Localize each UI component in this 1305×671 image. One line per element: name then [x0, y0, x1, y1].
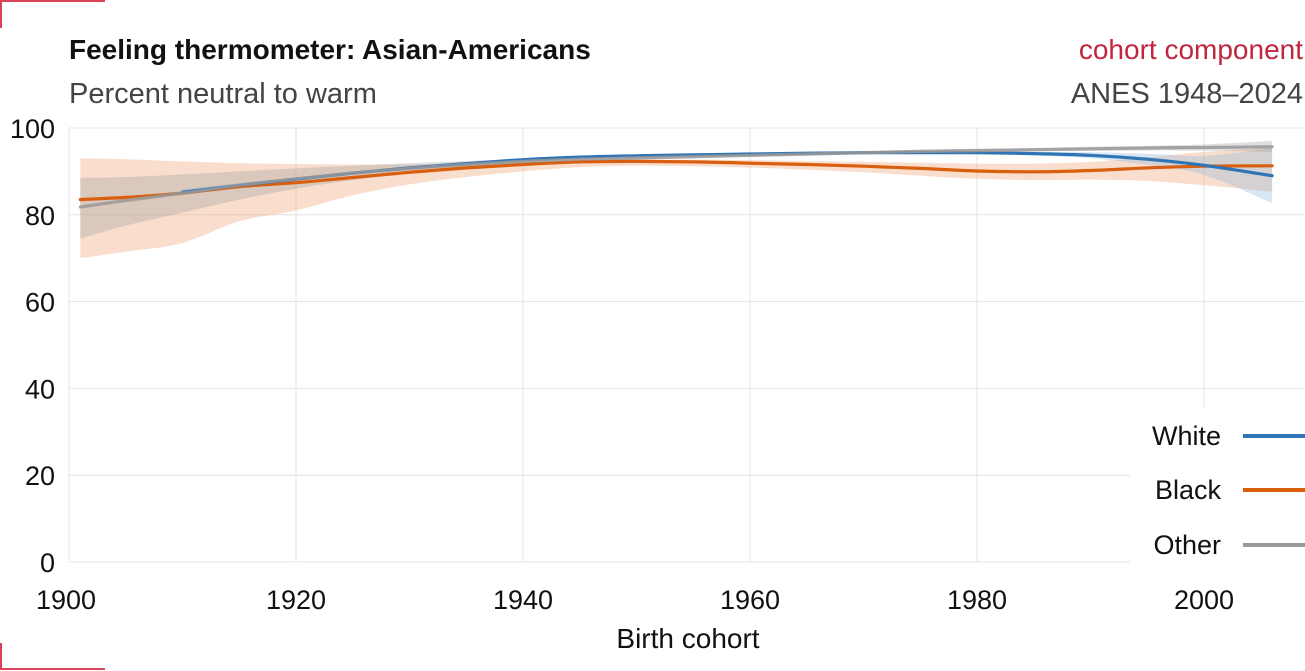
y-tick-100: 100	[10, 114, 55, 144]
y-tick-60: 60	[25, 288, 55, 318]
chart-title: Feeling thermometer: Asian-Americans	[69, 34, 591, 65]
x-tick-1920: 1920	[266, 585, 326, 615]
line-black	[78, 159, 1274, 202]
band-black	[80, 147, 1273, 259]
component-label: cohort component	[1078, 34, 1303, 65]
legend-label-other: Other	[1153, 530, 1221, 560]
legend-label-white: White	[1152, 421, 1221, 451]
x-axis-ticks: 1900 1920 1940 1960 1980 2000	[36, 585, 1234, 615]
x-tick-2000: 2000	[1174, 585, 1234, 615]
frame-mark-top-left	[0, 0, 105, 28]
y-tick-40: 40	[25, 374, 55, 404]
series-lines	[78, 145, 1274, 209]
y-axis-ticks: 0 20 40 60 80 100	[10, 114, 55, 578]
x-tick-1900: 1900	[36, 585, 96, 615]
y-tick-80: 80	[25, 201, 55, 231]
line-other	[78, 145, 1274, 209]
x-axis-label: Birth cohort	[616, 623, 759, 654]
band-other	[80, 141, 1273, 239]
legend-label-black: Black	[1155, 475, 1222, 505]
x-tick-1980: 1980	[947, 585, 1007, 615]
y-tick-20: 20	[25, 461, 55, 491]
grid-lines	[68, 127, 1305, 563]
x-tick-1960: 1960	[720, 585, 780, 615]
y-tick-0: 0	[40, 548, 55, 578]
frame-corner-marks	[0, 0, 105, 670]
legend: White Black Other	[1130, 408, 1305, 568]
x-tick-1940: 1940	[493, 585, 553, 615]
chart-subtitle: Percent neutral to warm	[69, 78, 377, 110]
source-label: ANES 1948–2024	[1070, 78, 1303, 110]
frame-mark-bottom-left	[0, 643, 105, 670]
